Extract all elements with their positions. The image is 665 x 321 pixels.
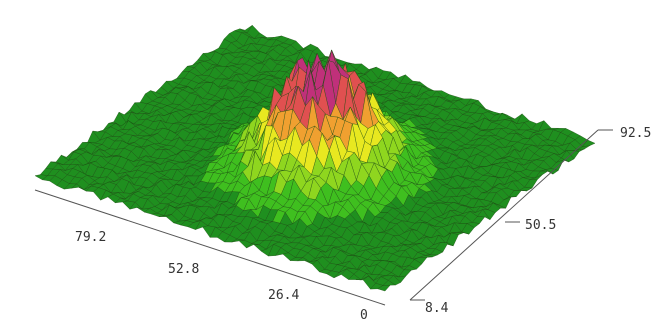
y-axis-line: [409, 129, 599, 301]
x-tick-label: 26.4: [268, 288, 299, 303]
x-tick-label: 79.2: [75, 230, 106, 245]
surface-mesh: [34, 24, 596, 292]
y-tick-label: 92.5: [620, 126, 651, 141]
x-tick-label: 52.8: [168, 262, 199, 277]
y-axis: 8.4 50.5 92.5: [409, 126, 651, 316]
x-axis: 79.2 52.8 26.4 0: [34, 189, 386, 321]
surface-cell: [377, 284, 391, 292]
y-tick-label: 8.4: [425, 301, 449, 316]
x-axis-line: [34, 189, 386, 306]
x-tick-label: 0: [360, 308, 368, 321]
y-tick-label: 50.5: [525, 218, 556, 233]
